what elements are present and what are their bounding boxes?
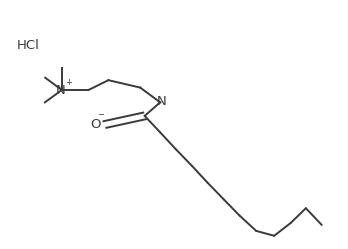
Text: $^{+}$: $^{+}$ bbox=[65, 78, 73, 91]
Text: N: N bbox=[157, 95, 166, 108]
Text: $^{-}$: $^{-}$ bbox=[97, 111, 105, 124]
Text: O: O bbox=[90, 118, 101, 130]
Text: HCl: HCl bbox=[17, 39, 40, 52]
Text: N: N bbox=[56, 83, 66, 97]
